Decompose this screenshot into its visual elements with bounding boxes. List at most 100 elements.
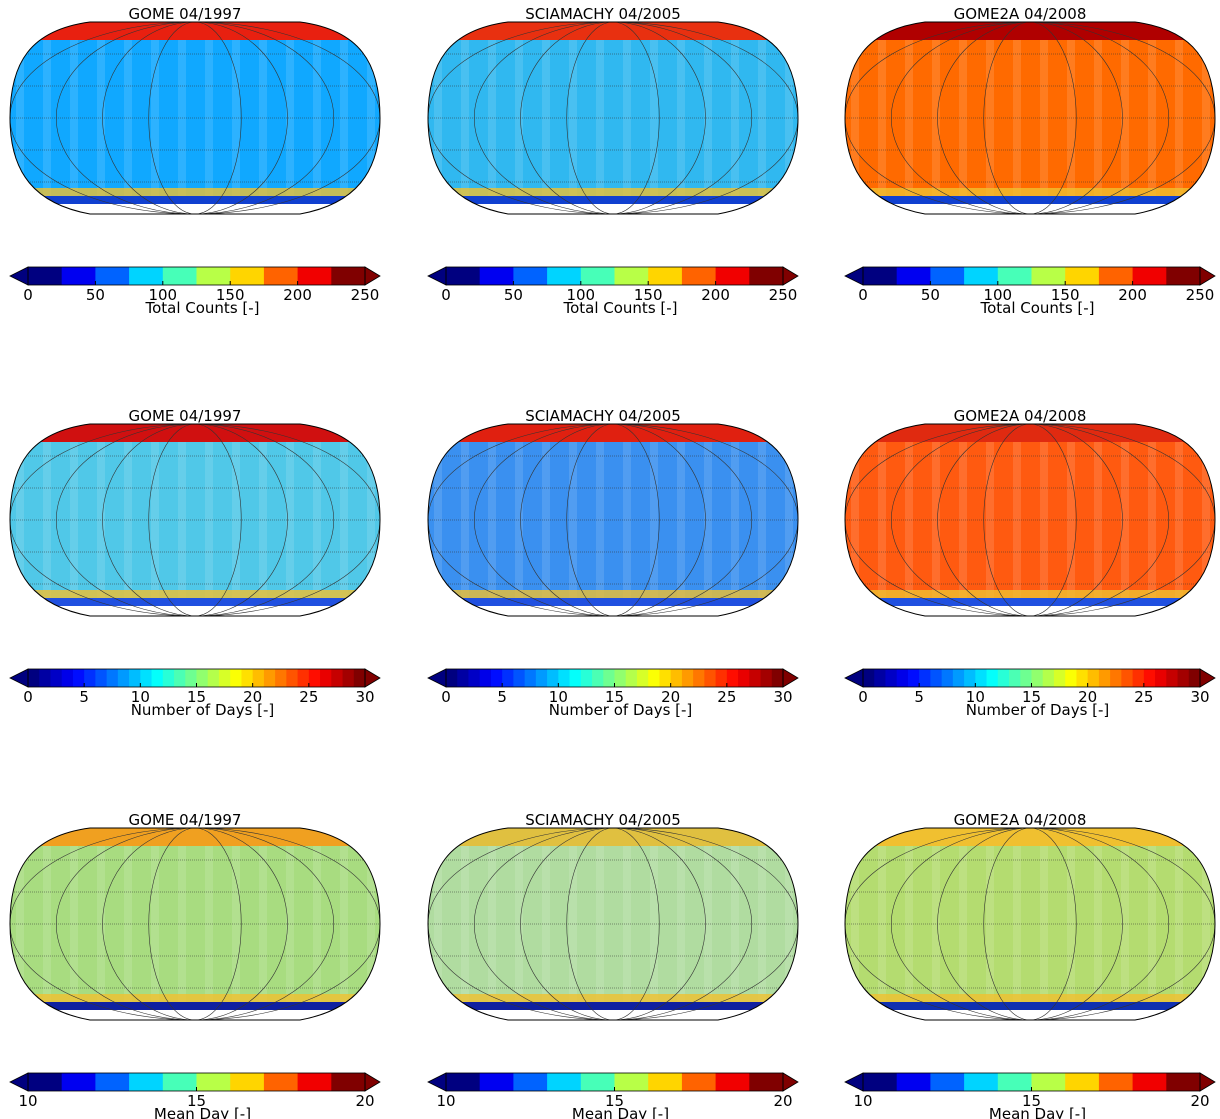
color-level [581, 1073, 615, 1091]
colorbar-tick-label: 10 [18, 1092, 37, 1110]
color-level [480, 669, 492, 687]
colorbar-tick-label: 0 [23, 286, 33, 304]
color-level [897, 1073, 931, 1091]
color-level [964, 669, 976, 687]
colorbar-tick-label: 50 [504, 286, 523, 304]
colorbar-tick-label: 250 [351, 286, 380, 304]
colorbar-tick-label: 25 [1134, 688, 1153, 706]
color-level [298, 267, 332, 285]
polar-band [428, 598, 798, 606]
colorbar-label: Total Counts [-] [562, 299, 677, 317]
colorbar-extend-high [365, 669, 380, 687]
color-level [716, 267, 750, 285]
polar-band [10, 196, 380, 204]
color-level [331, 669, 343, 687]
polar-band [845, 598, 1215, 606]
colorbar-tick-label: 200 [701, 286, 730, 304]
colorbar-extend-low [10, 1073, 28, 1091]
color-level [197, 669, 209, 687]
polar-band [428, 188, 798, 196]
colorbar-tick-label: 250 [1186, 286, 1215, 304]
colorbar-tick-label: 0 [441, 688, 451, 706]
color-level [1076, 669, 1088, 687]
color-level [648, 267, 682, 285]
color-level [863, 669, 875, 687]
colorbar-label: Number of Days [-] [966, 701, 1110, 719]
polar-band [10, 1010, 380, 1020]
color-level [1166, 669, 1178, 687]
polar-band [428, 606, 798, 616]
color-level [761, 669, 773, 687]
color-level [885, 669, 897, 687]
polar-band [428, 424, 798, 442]
map-title: SCIAMACHY 04/2005 [525, 407, 681, 425]
colorbar-label: Mean Day [-] [989, 1105, 1086, 1119]
colorbar-extend-low [845, 267, 863, 285]
colorbar-tick-label: 50 [86, 286, 105, 304]
color-level [230, 1073, 264, 1091]
colorbar-extend-low [845, 669, 863, 687]
color-level [727, 669, 739, 687]
color-level [502, 669, 514, 687]
color-level [446, 1073, 480, 1091]
polar-band [10, 828, 380, 846]
color-level [1065, 669, 1077, 687]
color-level [1032, 669, 1044, 687]
map [10, 424, 380, 616]
colorbar-extend-high [783, 267, 798, 285]
color-level [964, 267, 998, 285]
color-level [129, 1073, 163, 1091]
color-level [1166, 1073, 1200, 1091]
colorbar-tick-label: 0 [858, 688, 868, 706]
polar-band [845, 196, 1215, 204]
color-level [129, 267, 163, 285]
polar-band [428, 204, 798, 214]
color-level [897, 669, 909, 687]
map-title: GOME 04/1997 [129, 5, 242, 23]
color-level [547, 669, 559, 687]
polar-band [10, 22, 380, 40]
colorbar-tick-label: 25 [717, 688, 736, 706]
polar-band [10, 1002, 380, 1010]
color-level [749, 1073, 783, 1091]
color-level [84, 669, 96, 687]
color-level [1166, 267, 1200, 285]
color-level [863, 1073, 897, 1091]
color-level [241, 669, 253, 687]
color-level [570, 669, 582, 687]
color-level [1043, 669, 1055, 687]
color-level [671, 669, 683, 687]
polar-band [428, 1010, 798, 1020]
color-level [1065, 1073, 1099, 1091]
map [428, 22, 798, 214]
colorbar-extend-high [783, 1073, 798, 1091]
color-level [1032, 1073, 1066, 1091]
color-level [919, 669, 931, 687]
color-level [1099, 669, 1111, 687]
polar-band [845, 1002, 1215, 1010]
color-level [163, 1073, 197, 1091]
color-level [50, 669, 62, 687]
color-level [1020, 669, 1032, 687]
colorbar-tick-label: 10 [853, 1092, 872, 1110]
color-level [581, 669, 593, 687]
polar-band [10, 590, 380, 598]
color-level [897, 267, 931, 285]
colorbar-tick-label: 250 [769, 286, 798, 304]
colorbar-extend-high [365, 267, 380, 285]
color-level [682, 267, 716, 285]
map [845, 22, 1215, 214]
polar-band [428, 994, 798, 1002]
color-level [953, 669, 965, 687]
color-level [28, 267, 62, 285]
color-level [693, 669, 705, 687]
color-level [62, 267, 96, 285]
color-level [1133, 267, 1167, 285]
color-level [28, 1073, 62, 1091]
colorbar-tick-label: 25 [299, 688, 318, 706]
color-level [1110, 669, 1122, 687]
polar-band [845, 828, 1215, 846]
color-level [457, 669, 469, 687]
color-level [39, 669, 51, 687]
color-level [581, 267, 615, 285]
